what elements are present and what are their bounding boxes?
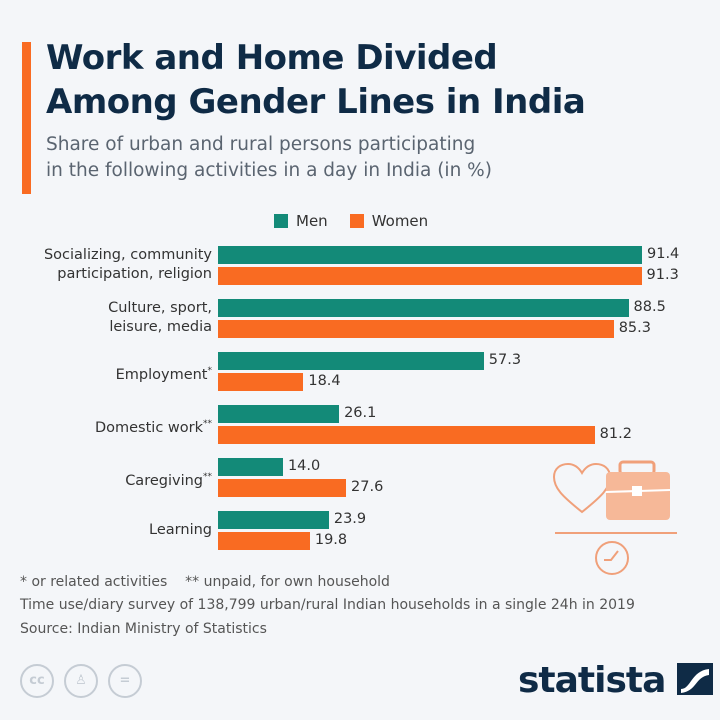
bar-men <box>218 405 340 423</box>
value-label-men: 57.3 <box>488 352 522 368</box>
category-label: Employment* <box>116 362 212 385</box>
bar-women <box>218 373 304 391</box>
bar-men <box>218 299 629 317</box>
bar-men <box>218 352 484 370</box>
value-label-women: 91.3 <box>646 267 679 283</box>
value-label-men: 91.4 <box>647 246 680 262</box>
bar-women <box>218 426 595 444</box>
bar-women <box>218 320 614 338</box>
survey-note: Time use/diary survey of 138,799 urban/r… <box>20 597 635 613</box>
category-label: Domestic work** <box>95 415 212 438</box>
bar-women <box>218 479 347 497</box>
title-accent-bar <box>22 42 31 194</box>
page-title: Work and Home Divided Among Gender Lines … <box>46 38 586 122</box>
category-label: Socializing, community participation, rel… <box>44 246 212 284</box>
category-label-line: Caregiving** <box>125 472 212 489</box>
category-label: Caregiving** <box>125 468 212 491</box>
category-label-line: Domestic work** <box>94 419 212 436</box>
value-label-men: 26.1 <box>344 405 377 421</box>
value-label-men: 23.9 <box>333 511 367 527</box>
source: Source: Indian Ministry of Statistics <box>20 621 267 637</box>
category-label: Learning <box>149 521 212 540</box>
value-label-women: 81.2 <box>599 426 632 442</box>
value-label-women: 18.4 <box>308 373 341 389</box>
statista-logo-mark <box>676 663 713 695</box>
category-label-line: Socializing, community <box>43 247 212 263</box>
bar-men <box>218 458 283 476</box>
bar-men <box>218 246 642 264</box>
legend-men: Men <box>274 212 328 230</box>
footnotes: * or related activities ** unpaid, for o… <box>20 574 390 590</box>
statista-logo[interactable]: statista <box>518 660 713 701</box>
legend-women: Women <box>349 212 428 230</box>
category-label-line: leisure, media <box>109 319 212 335</box>
divider-line <box>555 532 677 534</box>
attribution-icon[interactable]: ♙ <box>64 664 98 698</box>
bar-women <box>218 267 642 285</box>
category-label-line: Culture, sport, <box>108 300 212 316</box>
briefcase-icon <box>605 460 671 520</box>
category-label-line: Employment* <box>115 366 212 383</box>
bar-men <box>218 511 329 529</box>
value-label-women: 27.6 <box>351 479 384 495</box>
no-derivatives-icon[interactable]: = <box>108 664 142 698</box>
category-label-line: participation, religion <box>57 266 212 282</box>
category-label-line: Learning <box>149 522 212 538</box>
cc-license-icon[interactable]: cc <box>20 664 54 698</box>
clock-icon <box>595 541 629 575</box>
bar-women <box>218 532 310 550</box>
value-label-men: 88.5 <box>633 299 666 315</box>
subtitle: Share of urban and rural persons partici… <box>46 134 492 181</box>
category-label: Culture, sport, leisure, media <box>108 299 212 337</box>
value-label-women: 85.3 <box>618 320 651 336</box>
legend: Men Women <box>274 212 428 230</box>
value-label-women: 19.8 <box>314 532 348 548</box>
value-label-men: 14.0 <box>287 458 321 474</box>
